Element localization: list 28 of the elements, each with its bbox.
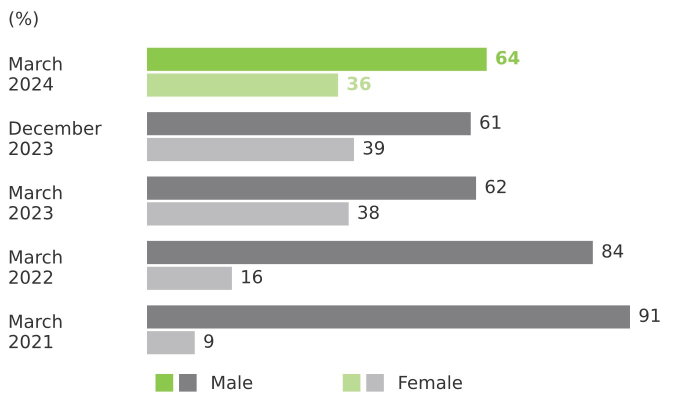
data-label: 38 [358, 205, 379, 220]
y-tick-label: March 2023 [9, 185, 62, 220]
bar [147, 240, 593, 264]
bar [147, 331, 195, 354]
data-label: 64 [496, 50, 520, 65]
data-label: 39 [364, 141, 384, 155]
chart-subtitle: (%) [10, 11, 38, 28]
data-label: 36 [348, 76, 371, 90]
bar [147, 112, 471, 136]
bar [147, 48, 487, 71]
bar [147, 138, 354, 162]
data-label: 62 [486, 180, 506, 194]
legend-label: Male [212, 375, 252, 390]
data-label: 61 [480, 115, 500, 129]
bar [147, 176, 476, 200]
bar [147, 73, 338, 97]
data-label: 84 [602, 244, 624, 258]
legend-label: Female [399, 375, 462, 390]
data-label: 91 [639, 308, 660, 322]
y-tick-label: March 2022 [9, 250, 62, 284]
y-tick-label: March 2021 [9, 314, 62, 348]
data-label: 9 [204, 334, 214, 348]
data-label: 16 [242, 270, 262, 284]
y-tick-label: December 2023 [9, 121, 102, 156]
bar [147, 305, 630, 329]
y-tick-label: March 2024 [9, 56, 62, 91]
bar [147, 202, 349, 226]
bar [147, 266, 232, 290]
